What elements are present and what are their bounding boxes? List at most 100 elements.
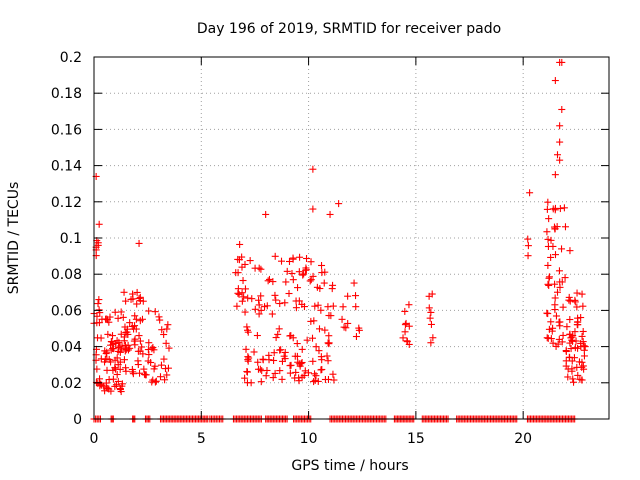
data-point (399, 334, 407, 342)
data-point (578, 376, 586, 384)
data-point (335, 200, 343, 208)
data-point (255, 296, 263, 304)
data-point (136, 317, 144, 325)
data-point (109, 332, 117, 340)
data-point (326, 210, 334, 218)
data-point (261, 303, 269, 311)
data-point (571, 328, 579, 336)
data-point (551, 280, 559, 288)
data-point (257, 306, 265, 314)
data-point (138, 343, 146, 351)
data-point (311, 370, 319, 378)
data-point (289, 334, 297, 342)
data-point (292, 368, 300, 376)
data-point (132, 325, 140, 333)
data-point (117, 308, 125, 316)
data-point (328, 285, 336, 293)
data-point (568, 367, 576, 375)
data-point (558, 245, 566, 253)
data-point (579, 302, 587, 310)
data-point (300, 270, 308, 278)
data-point (276, 367, 284, 375)
data-point (244, 357, 252, 365)
data-point (243, 367, 251, 375)
data-point (559, 303, 567, 311)
data-point (255, 264, 263, 272)
data-point (555, 267, 563, 275)
data-point (149, 343, 157, 351)
data-point (551, 294, 559, 302)
data-point (241, 285, 249, 293)
data-point (293, 340, 301, 348)
x-tick-label: 5 (197, 431, 206, 447)
data-point (300, 303, 308, 311)
data-point (124, 330, 132, 338)
data-point (136, 337, 144, 345)
data-point (94, 334, 102, 342)
data-point (574, 318, 582, 326)
data-point (551, 301, 559, 309)
data-point (303, 255, 311, 263)
data-point (292, 304, 300, 312)
data-point (543, 309, 551, 317)
data-point (352, 333, 360, 341)
data-point (145, 339, 153, 347)
data-point (350, 279, 358, 287)
data-point (524, 235, 532, 243)
data-point (263, 366, 271, 374)
data-point (148, 378, 156, 386)
data-point (281, 355, 289, 363)
data-point (405, 322, 413, 330)
data-point (309, 165, 317, 173)
data-point (551, 206, 559, 214)
data-point (250, 348, 258, 356)
data-point (570, 354, 578, 362)
data-point (94, 239, 102, 247)
data-point (140, 365, 148, 373)
data-point (271, 369, 279, 377)
data-point (298, 345, 306, 353)
data-point (155, 313, 163, 321)
y-tick-label: 0.08 (51, 267, 82, 283)
data-point (329, 370, 337, 378)
data-point (103, 348, 111, 356)
data-point (145, 351, 153, 359)
data-point (119, 313, 127, 321)
data-point (325, 332, 333, 340)
data-point (310, 317, 318, 325)
data-point (401, 321, 409, 329)
data-point (579, 338, 587, 346)
data-point (278, 375, 286, 383)
data-point (574, 371, 582, 379)
data-point (566, 247, 574, 255)
data-point (566, 316, 574, 324)
data-point (236, 240, 244, 248)
data-point (238, 253, 246, 261)
data-point (101, 358, 109, 366)
data-point (321, 326, 329, 334)
data-point (120, 337, 128, 345)
data-point (268, 310, 276, 318)
data-point (163, 325, 171, 333)
data-point (95, 319, 103, 327)
data-point (265, 351, 273, 359)
data-point (355, 324, 363, 332)
data-point (239, 277, 247, 285)
data-point (555, 318, 563, 326)
data-point (116, 385, 124, 393)
data-point (545, 325, 553, 333)
grid-layer (94, 57, 609, 419)
data-point (234, 285, 242, 293)
data-point (295, 268, 303, 276)
data-point (95, 220, 103, 228)
data-point (306, 277, 314, 285)
data-point (133, 288, 141, 296)
data-point (551, 171, 559, 179)
data-point (292, 297, 300, 305)
data-point (234, 269, 242, 277)
data-point (325, 340, 333, 348)
data-point (265, 275, 273, 283)
chart-title: Day 196 of 2019, SRMTID for receiver pad… (197, 21, 501, 37)
data-point (140, 370, 148, 378)
x-tick-label: 0 (90, 431, 99, 447)
